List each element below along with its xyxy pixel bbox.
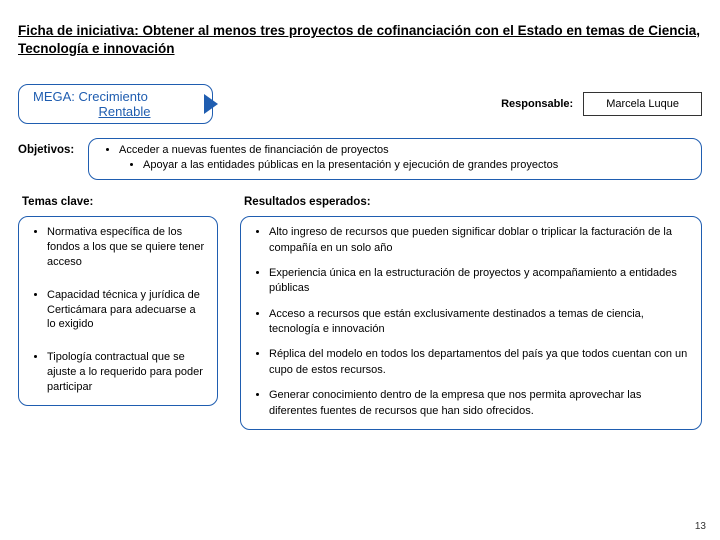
objetivos-label: Objetivos: [18, 138, 88, 180]
resultados-header: Resultados esperados: [240, 196, 702, 208]
resultado-item: Experiencia única en la estructuración d… [269, 266, 689, 297]
resultados-box: Alto ingreso de recursos que pueden sign… [240, 216, 702, 430]
columns: Temas clave: Normativa específica de los… [18, 196, 702, 430]
header-row: MEGA: Crecimiento Rentable Responsable: … [18, 84, 702, 124]
responsable-label: Responsable: [501, 98, 573, 110]
objetivo-item: Acceder a nuevas fuentes de financiación… [119, 143, 689, 158]
tema-item: Normativa específica de los fondos a los… [47, 225, 205, 270]
page-number: 13 [695, 521, 706, 532]
responsable-name: Marcela Luque [583, 92, 702, 116]
temas-header: Temas clave: [18, 196, 218, 208]
resultado-item: Alto ingreso de recursos que pueden sign… [269, 225, 689, 256]
mega-line1: MEGA: Crecimiento [33, 89, 176, 104]
objetivos-box: Acceder a nuevas fuentes de financiación… [88, 138, 702, 180]
temas-box: Normativa específica de los fondos a los… [18, 216, 218, 406]
col-temas: Temas clave: Normativa específica de los… [18, 196, 218, 430]
resultado-item: Réplica del modelo en todos los departam… [269, 347, 689, 378]
objetivo-item: Apoyar a las entidades públicas en la pr… [143, 158, 689, 173]
resultado-item: Generar conocimiento dentro de la empres… [269, 388, 689, 419]
tema-item: Capacidad técnica y jurídica de Certicám… [47, 288, 205, 333]
tema-item: Tipología contractual que se ajuste a lo… [47, 350, 205, 395]
objetivos-row: Objetivos: Acceder a nuevas fuentes de f… [18, 138, 702, 180]
page-title: Ficha de iniciativa: Obtener al menos tr… [18, 22, 702, 58]
arrow-right-icon [204, 94, 218, 114]
col-resultados: Resultados esperados: Alto ingreso de re… [240, 196, 702, 430]
mega-box: MEGA: Crecimiento Rentable [18, 84, 213, 124]
resultado-item: Acceso a recursos que están exclusivamen… [269, 307, 689, 338]
mega-line2: Rentable [73, 104, 176, 119]
